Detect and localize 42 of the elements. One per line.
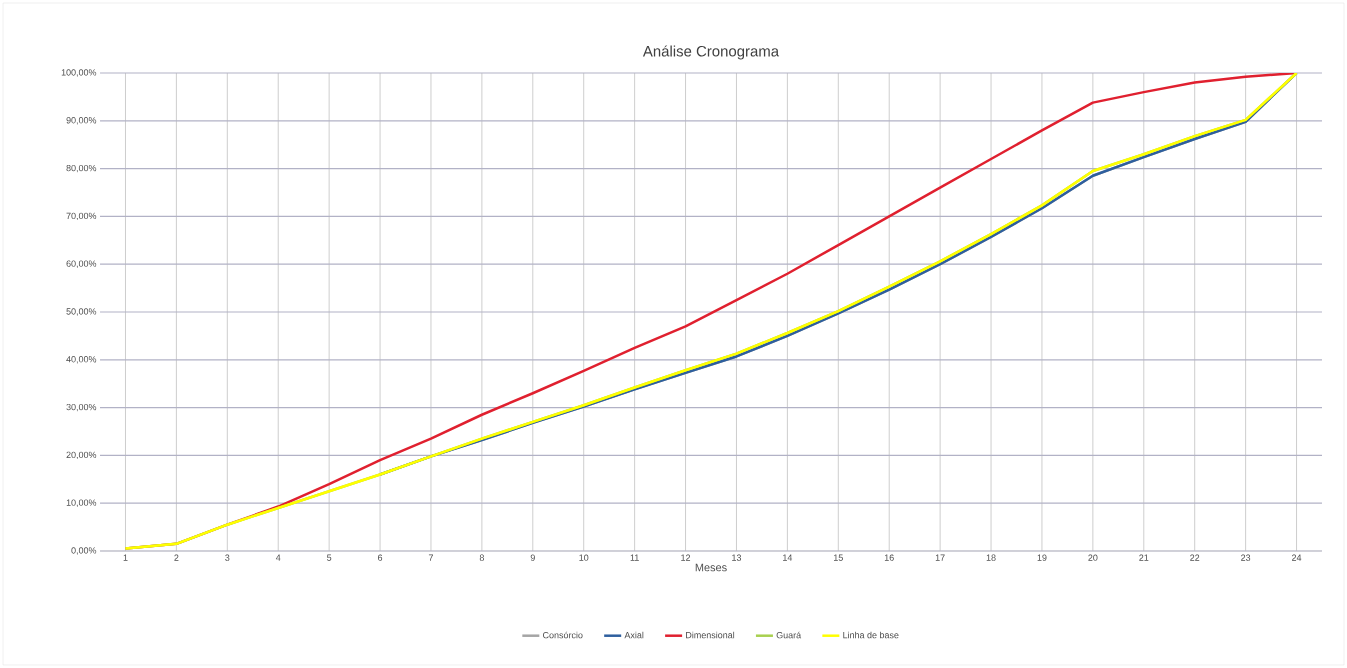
x-tick-label: 17	[935, 554, 945, 561]
x-tick-label: 16	[884, 554, 894, 561]
x-tick-label: 9	[530, 554, 535, 561]
x-tick-label: 7	[428, 554, 433, 561]
x-tick-label: 24	[1292, 554, 1302, 561]
y-tick-label: 0,00%	[71, 547, 97, 555]
legend-label: Dimensional	[686, 631, 735, 639]
y-tick-label: 20,00%	[66, 451, 97, 460]
x-tick-label: 14	[783, 554, 793, 561]
x-tick-label: 4	[275, 554, 281, 561]
x-tick-label: 19	[1037, 554, 1047, 561]
y-tick-label: 60,00%	[66, 260, 97, 268]
x-axis-title: Meses	[695, 563, 727, 572]
legend-label: Consórcio	[543, 631, 583, 639]
x-tick-label: 2	[174, 554, 179, 561]
legend-label: Guará	[776, 631, 802, 639]
x-tick-label: 3	[225, 554, 230, 561]
x-tick-label: 13	[732, 554, 742, 561]
y-tick-label: 70,00%	[66, 212, 97, 221]
chart-title: Análise Cronograma	[642, 45, 780, 60]
y-tick-label: 100,00%	[61, 69, 97, 77]
y-tick-label: 30,00%	[66, 403, 97, 412]
x-tick-label: 21	[1139, 554, 1149, 561]
y-tick-label: 80,00%	[66, 164, 97, 173]
x-tick-label: 11	[630, 554, 639, 561]
y-tick-label: 40,00%	[66, 356, 97, 364]
x-tick-label: 23	[1241, 554, 1251, 561]
x-tick-label: 20	[1088, 554, 1098, 561]
legend-label: Axial	[624, 631, 644, 639]
x-tick-label: 15	[833, 554, 843, 561]
x-tick-label: 18	[986, 554, 996, 561]
x-tick-label: 6	[378, 554, 383, 561]
legend-label: Linha de base	[843, 631, 899, 639]
x-tick-label: 12	[681, 554, 691, 561]
x-tick-label: 1	[123, 554, 128, 561]
y-tick-label: 90,00%	[66, 117, 97, 125]
x-tick-label: 5	[327, 554, 332, 561]
y-tick-label: 10,00%	[66, 499, 97, 507]
y-tick-label: 50,00%	[66, 308, 97, 316]
x-tick-label: 10	[579, 554, 589, 561]
x-tick-label: 22	[1190, 554, 1200, 561]
x-tick-label: 8	[479, 554, 484, 561]
